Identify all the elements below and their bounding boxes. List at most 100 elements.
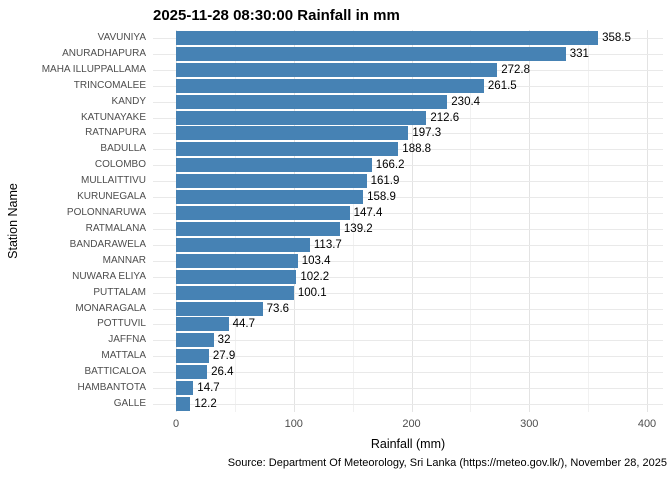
row-gridline [153, 181, 663, 183]
bar-value-label: 147.4 [353, 207, 383, 220]
bar-polonnaruwa [176, 206, 350, 221]
bar-vavuniya [176, 30, 599, 45]
row-gridline [153, 260, 663, 262]
station-label: ANURADHAPURA [62, 47, 146, 59]
station-label: COLOMBO [94, 159, 146, 171]
row-gridline [153, 213, 663, 215]
row-gridline [153, 372, 663, 374]
station-label: MONARAGALA [75, 302, 146, 314]
station-label: POTTUVIL [97, 318, 146, 330]
bar-mannar [176, 253, 298, 268]
x-tick-label-400: 400 [637, 418, 657, 430]
gridline-major-300 [529, 30, 531, 412]
gridline-minor-50 [234, 30, 236, 412]
station-label: MAHA ILLUPPALLAMA [41, 63, 146, 75]
gridline-minor-250 [470, 30, 472, 412]
bar-puttalam [176, 285, 294, 300]
row-gridline [153, 356, 663, 358]
bar-value-label: 158.9 [367, 191, 396, 204]
bar-katunayake [176, 110, 427, 125]
x-axis-title: Rainfall (mm) [370, 437, 446, 451]
bar-nuwara-eliya [176, 269, 297, 284]
bar-value-label: 113.7 [313, 238, 342, 251]
bar-value-label: 272.8 [501, 63, 530, 76]
bar-galle [176, 397, 191, 412]
bar-value-label: 102.2 [300, 270, 330, 283]
station-label: NUWARA ELIYA [72, 270, 146, 282]
station-label: RATNAPURA [85, 127, 146, 139]
bar-colombo [176, 158, 372, 173]
bar-bandarawela [176, 237, 310, 252]
station-label: KURUNEGALA [77, 191, 146, 203]
row-gridline [153, 165, 663, 167]
station-label: RATMALANA [85, 222, 146, 234]
bar-value-label: 166.2 [375, 159, 405, 172]
row-gridline [153, 149, 663, 151]
station-label: BATTICALOA [84, 366, 147, 378]
station-label: HAMBANTOTA [77, 382, 146, 394]
bar-value-label: 27.9 [212, 350, 236, 363]
gridline-minor-150 [352, 30, 354, 412]
row-gridline [153, 244, 663, 246]
station-label: MANNAR [102, 254, 146, 266]
station-label: KANDY [111, 95, 146, 107]
bar-hambantota [176, 381, 194, 396]
bar-value-label: 12.2 [194, 398, 217, 411]
station-label: MATTALA [101, 350, 146, 362]
bar-value-label: 358.5 [602, 31, 631, 44]
bar-batticaloa [176, 365, 208, 380]
station-label: JAFFNA [108, 334, 146, 346]
bar-value-label: 139.2 [343, 222, 373, 235]
row-gridline [153, 340, 663, 342]
row-gridline [153, 388, 663, 390]
gridline-major-200 [411, 30, 413, 412]
x-tick-label-300: 300 [520, 418, 539, 430]
bar-value-label: 26.4 [211, 366, 234, 379]
x-tick-label-100: 100 [284, 418, 303, 430]
bar-ratmalana [176, 221, 340, 236]
bar-pottuvil [176, 317, 229, 332]
station-label: MULLAITTIVU [80, 175, 146, 187]
gridline-major-400 [647, 30, 648, 412]
bar-maha-illuppallama [176, 62, 498, 77]
row-gridline [153, 324, 663, 326]
bar-value-label: 100.1 [297, 286, 327, 299]
bar-kandy [176, 94, 448, 109]
station-label: VAVUNIYA [97, 31, 146, 43]
bar-value-label: 44.7 [232, 318, 256, 331]
plot-panel: 358.5 331 272.8 261.5 230.4 212.6 197.3 188.8 16… [153, 30, 663, 412]
bar-kurunegala [176, 190, 364, 205]
bar-value-label: 14.7 [197, 382, 220, 395]
station-label: PUTTALAM [93, 286, 146, 298]
bar-trincomalee [176, 78, 484, 93]
bar-ratnapura [176, 126, 409, 141]
row-gridline [153, 197, 663, 199]
bar-value-label: 32 [217, 334, 231, 347]
bar-value-label: 197.3 [412, 127, 442, 140]
row-gridline [153, 228, 663, 230]
bar-monaragala [176, 301, 263, 316]
source-caption: Source: Department Of Meteorology, Sri L… [227, 457, 667, 469]
x-tick-label-0: 0 [172, 418, 180, 430]
bar-value-label: 331 [569, 47, 589, 60]
bar-value-label: 161.9 [370, 175, 400, 188]
chart-title: 2025-11-28 08:30:00 Rainfall in mm [153, 7, 400, 24]
row-gridline [153, 292, 663, 294]
station-label: BADULLA [100, 143, 146, 155]
gridline-major-0 [176, 30, 177, 412]
x-tick-label-200: 200 [402, 418, 421, 430]
bar-value-label: 261.5 [487, 79, 517, 92]
bar-mullaittivu [176, 174, 367, 189]
station-label: KATUNAYAKE [80, 111, 146, 123]
bar-value-label: 212.6 [430, 111, 460, 124]
station-label: GALLE [113, 398, 146, 410]
bar-value-label: 103.4 [301, 254, 331, 267]
row-gridline [153, 404, 663, 406]
row-gridline [153, 308, 663, 310]
gridline-minor-350 [588, 30, 590, 412]
bar-value-label: 230.4 [451, 95, 481, 108]
station-label: BANDARAWELA [69, 238, 146, 250]
bar-value-label: 73.6 [266, 302, 290, 315]
bar-value-label: 188.8 [402, 143, 432, 156]
